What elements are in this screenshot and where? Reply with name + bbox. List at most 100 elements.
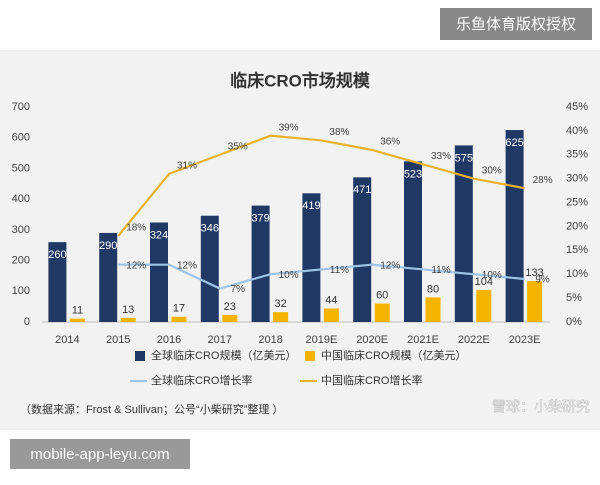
bar xyxy=(527,281,543,322)
x-tick-label: 2014 xyxy=(55,334,79,346)
growth-line xyxy=(118,263,525,290)
x-tick-label: 2015 xyxy=(106,334,130,346)
bar xyxy=(374,303,390,322)
bar xyxy=(69,318,85,322)
bar xyxy=(251,205,270,322)
line-value-label: 11% xyxy=(431,265,450,276)
bar-value-label: 471 xyxy=(353,184,371,196)
x-tick-label: 2022E xyxy=(458,334,490,346)
y-tick-label: 0 xyxy=(24,316,30,328)
x-tick-label: 2016 xyxy=(157,334,181,346)
x-tick-label: 2021E xyxy=(407,334,439,346)
bar-value-label: 346 xyxy=(201,223,219,235)
bar xyxy=(425,297,441,322)
bar xyxy=(404,161,422,322)
url: mobile-app-leyu.com xyxy=(30,446,169,463)
y2-tick-label: 15% xyxy=(566,244,588,256)
source-note: （数据来源：Frost & Sullivan；公号“小柴研究”整理 ） xyxy=(20,402,283,416)
bar-value-label: 260 xyxy=(48,249,66,261)
bar xyxy=(302,193,321,322)
line-value-label: 28% xyxy=(533,175,553,186)
bar xyxy=(120,318,136,322)
bar-value-label: 80 xyxy=(427,283,439,295)
growth-line xyxy=(117,134,525,237)
bar xyxy=(99,232,118,322)
y-tick-label: 100 xyxy=(12,285,30,297)
x-tick-label: 2018 xyxy=(258,334,282,346)
line-value-label: 30% xyxy=(482,165,502,176)
line-value-label: 31% xyxy=(177,161,197,172)
bar-value-label: 104 xyxy=(475,276,493,288)
legend-swatch xyxy=(305,351,315,361)
y2-tick-label: 35% xyxy=(566,149,588,161)
watermark: 雪球：小柴研究 xyxy=(492,399,590,415)
line-value-label: 12% xyxy=(177,260,197,271)
y-tick-label: 300 xyxy=(12,224,30,236)
y-tick-label: 500 xyxy=(12,162,30,174)
legend-label: 中国临床CRO增长率 xyxy=(321,373,422,387)
bar-value-label: 32 xyxy=(274,298,286,310)
y2-tick-label: 5% xyxy=(566,292,582,304)
bar-value-label: 324 xyxy=(150,229,168,241)
bar-value-label: 419 xyxy=(302,200,320,212)
y2-tick-label: 30% xyxy=(566,173,588,185)
bar xyxy=(273,312,289,322)
legend-swatch xyxy=(135,351,145,361)
y2-tick-label: 20% xyxy=(566,220,588,232)
y-tick-label: 400 xyxy=(12,193,30,205)
bar xyxy=(150,222,168,322)
legend-label: 全球临床CRO增长率 xyxy=(151,373,252,387)
line-value-label: 35% xyxy=(228,141,248,152)
y-tick-label: 600 xyxy=(12,132,30,144)
bar-value-label: 17 xyxy=(173,303,185,315)
y2-tick-label: 45% xyxy=(566,101,588,113)
bar-value-label: 11 xyxy=(72,305,83,317)
bar-value-label: 379 xyxy=(251,212,269,224)
bar-value-label: 523 xyxy=(404,168,422,180)
url-box xyxy=(10,439,190,469)
bar xyxy=(48,242,67,322)
line-value-label: 33% xyxy=(431,151,451,162)
y2-tick-label: 10% xyxy=(566,268,588,280)
bar xyxy=(323,308,339,322)
bar-value-label: 133 xyxy=(525,267,543,279)
line-value-label: 10% xyxy=(279,270,299,281)
bar-value-label: 575 xyxy=(455,152,473,164)
y-tick-label: 200 xyxy=(12,254,30,266)
y2-tick-label: 25% xyxy=(566,196,588,208)
badge: 乐鱼体育版权授权 xyxy=(456,15,576,33)
bar xyxy=(454,145,473,322)
legend-label: 全球临床CRO规模（亿美元） xyxy=(151,348,296,362)
line-value-label: 38% xyxy=(329,127,349,138)
bar-value-label: 23 xyxy=(224,301,236,313)
bar xyxy=(353,177,372,322)
line-value-label: 39% xyxy=(279,122,299,133)
bar xyxy=(171,316,187,322)
x-tick-label: 2019E xyxy=(305,334,337,346)
bar xyxy=(222,314,238,322)
badge-box xyxy=(440,8,592,40)
line-value-label: 18% xyxy=(126,223,146,234)
bar xyxy=(505,130,524,322)
bar-value-label: 60 xyxy=(376,289,388,301)
bar xyxy=(200,215,219,322)
x-tick-label: 2020E xyxy=(356,334,388,346)
legend-label: 中国临床CRO规模（亿美元） xyxy=(321,348,466,362)
line-value-label: 36% xyxy=(380,137,400,148)
bar-value-label: 13 xyxy=(122,304,134,316)
line-value-label: 10% xyxy=(482,270,502,281)
line-value-label: 7% xyxy=(231,284,246,295)
bar-value-label: 290 xyxy=(99,240,117,252)
bar-value-label: 44 xyxy=(325,294,337,306)
line-value-label: 12% xyxy=(380,260,400,271)
bar xyxy=(476,290,492,322)
y2-tick-label: 0% xyxy=(566,316,582,328)
chart-title: 临床CRO市场规模 xyxy=(230,70,371,90)
x-tick-label: 2017 xyxy=(208,334,232,346)
y2-tick-label: 40% xyxy=(566,125,588,137)
line-value-label: 12% xyxy=(126,260,146,271)
x-tick-label: 2023E xyxy=(509,334,541,346)
bar-value-label: 625 xyxy=(505,137,523,149)
